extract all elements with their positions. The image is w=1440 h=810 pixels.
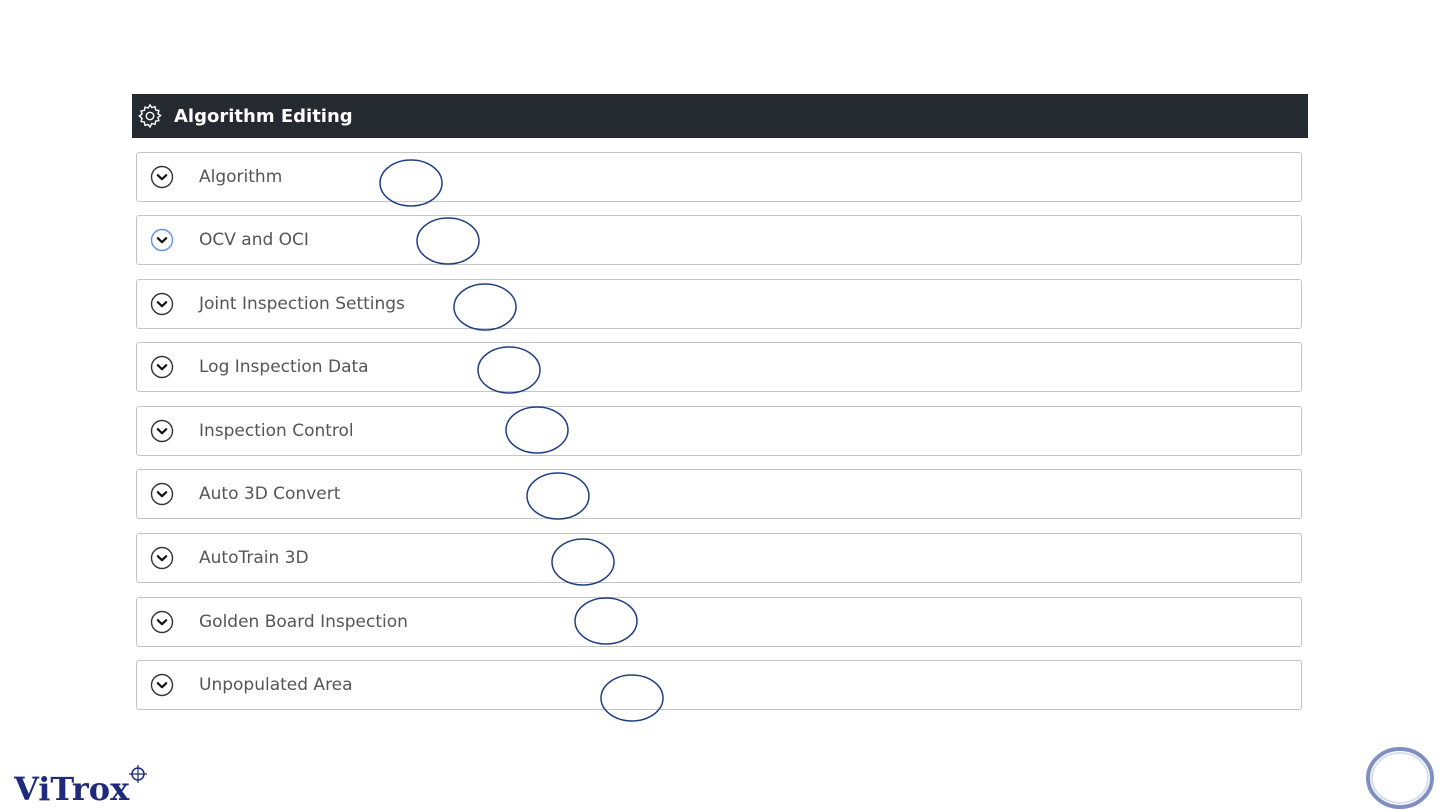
ring-decoration (1366, 747, 1434, 809)
gear-icon (138, 103, 162, 129)
accordion-section[interactable]: Inspection Control (136, 406, 1302, 456)
accordion-section[interactable]: Auto 3D Convert (136, 469, 1302, 519)
section-label: Unpopulated Area (199, 675, 353, 695)
section-label: Golden Board Inspection (199, 612, 408, 632)
section-label: Auto 3D Convert (199, 484, 341, 504)
chevron-down-icon[interactable] (150, 610, 174, 634)
chevron-down-icon[interactable] (150, 673, 174, 697)
svg-text:ViTrox: ViTrox (14, 770, 130, 804)
page-title: Algorithm Editing (174, 105, 353, 127)
accordion-section[interactable]: AutoTrain 3D (136, 533, 1302, 583)
panel-header: Algorithm Editing (132, 94, 1308, 138)
accordion-section[interactable]: OCV and OCI (136, 215, 1302, 265)
accordion-section[interactable]: Log Inspection Data (136, 342, 1302, 392)
chevron-down-icon[interactable] (150, 165, 174, 189)
vitrox-logo: ViTrox (14, 765, 147, 804)
section-label: Inspection Control (199, 421, 354, 441)
section-label: Log Inspection Data (199, 357, 369, 377)
accordion-section[interactable]: Golden Board Inspection (136, 597, 1302, 647)
chevron-down-icon[interactable] (150, 355, 174, 379)
accordion-section[interactable]: Joint Inspection Settings (136, 279, 1302, 329)
accordion-section[interactable]: Unpopulated Area (136, 660, 1302, 710)
chevron-down-icon[interactable] (150, 546, 174, 570)
chevron-down-icon[interactable] (150, 482, 174, 506)
chevron-down-icon[interactable] (150, 292, 174, 316)
section-label: Joint Inspection Settings (199, 294, 405, 314)
section-label: OCV and OCI (199, 230, 309, 250)
chevron-down-icon[interactable] (150, 419, 174, 443)
section-label: Algorithm (199, 167, 283, 187)
accordion-section[interactable]: Algorithm (136, 152, 1302, 202)
section-label: AutoTrain 3D (199, 548, 309, 568)
chevron-down-icon[interactable] (150, 228, 174, 252)
